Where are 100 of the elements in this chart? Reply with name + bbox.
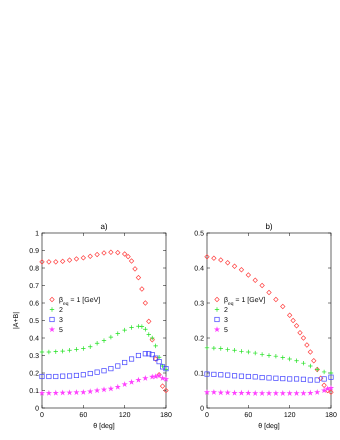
point — [142, 300, 148, 306]
point — [160, 384, 166, 389]
point — [328, 390, 334, 395]
point — [66, 389, 73, 396]
point — [266, 290, 272, 296]
point — [162, 376, 170, 382]
point — [322, 382, 327, 388]
point — [210, 388, 217, 395]
point — [67, 373, 72, 379]
point — [225, 372, 230, 378]
point — [139, 286, 144, 292]
point — [272, 390, 279, 396]
point — [142, 351, 148, 356]
point — [60, 374, 66, 379]
point — [94, 252, 100, 258]
point — [136, 275, 141, 280]
point — [246, 349, 251, 355]
point — [80, 255, 86, 260]
point — [132, 266, 138, 272]
point — [232, 264, 238, 269]
point — [232, 348, 238, 353]
point — [122, 360, 128, 366]
point — [314, 377, 320, 383]
point — [100, 386, 108, 392]
point — [46, 374, 52, 380]
point — [46, 349, 52, 355]
point — [225, 347, 230, 352]
chart-title: b) — [265, 222, 273, 231]
point — [80, 372, 86, 378]
point — [252, 350, 258, 356]
point — [300, 335, 306, 341]
point — [218, 372, 224, 378]
point — [280, 376, 286, 382]
point — [290, 318, 296, 324]
point — [94, 387, 100, 394]
point — [80, 346, 86, 352]
point — [232, 373, 238, 378]
point — [304, 342, 310, 348]
point — [300, 376, 306, 382]
point — [314, 388, 320, 395]
point — [146, 351, 152, 356]
point — [218, 257, 224, 262]
point — [266, 352, 272, 358]
point — [101, 338, 107, 344]
point — [204, 254, 210, 260]
point — [328, 370, 334, 376]
point — [60, 258, 66, 264]
point — [287, 356, 292, 362]
point — [287, 376, 292, 382]
point — [266, 375, 272, 380]
point — [211, 372, 216, 377]
point — [136, 324, 141, 329]
point — [108, 366, 114, 372]
point — [307, 390, 314, 396]
point — [318, 376, 324, 381]
point — [328, 384, 334, 391]
point — [46, 259, 52, 264]
point — [246, 374, 251, 380]
point — [94, 370, 100, 375]
point — [294, 358, 300, 364]
point — [73, 389, 80, 396]
point — [308, 363, 313, 369]
point — [52, 390, 59, 396]
point — [108, 385, 114, 392]
point — [246, 272, 251, 278]
point — [122, 381, 128, 388]
point — [238, 348, 244, 354]
point — [115, 250, 120, 256]
point — [88, 370, 93, 376]
point — [322, 376, 327, 382]
point — [328, 374, 334, 380]
point — [74, 346, 79, 352]
point — [53, 374, 58, 380]
point — [280, 304, 286, 310]
point — [87, 388, 94, 394]
point — [238, 390, 245, 396]
point — [260, 352, 265, 357]
point — [53, 259, 58, 264]
point — [324, 385, 331, 392]
point — [126, 254, 131, 260]
point — [115, 363, 120, 369]
point — [150, 352, 155, 358]
point — [129, 356, 134, 362]
point — [218, 346, 224, 352]
point — [38, 390, 46, 396]
point — [308, 377, 313, 383]
point — [273, 376, 278, 381]
point — [211, 256, 216, 261]
point — [238, 267, 244, 272]
point — [146, 318, 152, 324]
point — [287, 312, 292, 318]
point — [159, 374, 166, 381]
point — [114, 384, 121, 390]
point — [224, 389, 231, 396]
point — [74, 372, 79, 378]
point — [294, 376, 300, 382]
point — [300, 390, 307, 396]
point — [122, 251, 128, 257]
point — [280, 390, 286, 396]
point — [322, 369, 327, 374]
